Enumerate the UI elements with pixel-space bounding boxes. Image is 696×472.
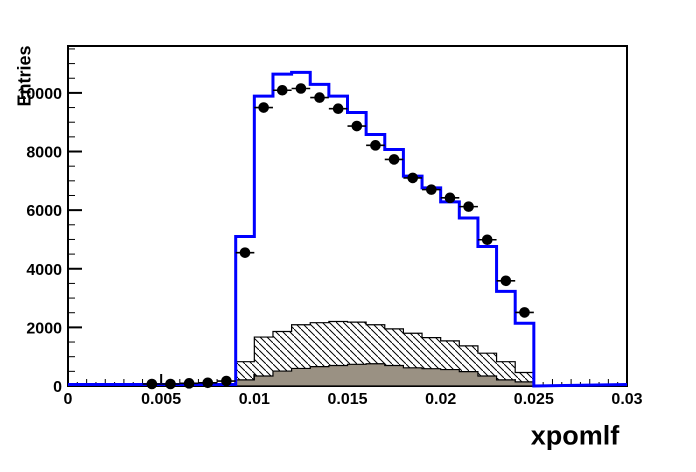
data-point: [221, 375, 232, 387]
data-point: [276, 84, 288, 96]
y-tick-label: 2000: [26, 320, 62, 337]
data-point: [295, 83, 307, 94]
x-axis-title: xpomlf: [530, 420, 620, 451]
data-point: [146, 378, 158, 390]
y-tick-label: 6000: [26, 203, 62, 220]
data-point: [258, 102, 269, 113]
x-tick-label: 0.02: [425, 391, 456, 408]
data-point: [519, 307, 530, 318]
data-point: [388, 154, 400, 165]
gray-histogram: [235, 363, 535, 387]
data-point: [481, 234, 493, 246]
data-point: [239, 247, 251, 258]
y-tick-label: 10000: [18, 86, 63, 103]
data-point: [370, 140, 381, 151]
data-point: [332, 103, 344, 115]
data-point: [500, 275, 512, 287]
y-tick-label: 0: [53, 379, 62, 396]
data-point: [426, 184, 437, 195]
data-point: [202, 377, 214, 389]
x-tick-label: 0.015: [327, 391, 367, 408]
x-tick-label: 0: [64, 391, 73, 408]
y-axis-title: Entries: [14, 45, 35, 107]
blue-step-histogram: [68, 70, 628, 388]
x-tick-label: 0.005: [141, 391, 181, 408]
data-point: [463, 201, 474, 212]
y-tick-label: 8000: [26, 145, 62, 162]
data-point: [183, 378, 195, 389]
x-tick-label: 0.03: [611, 391, 642, 408]
x-tick-label: 0.01: [239, 391, 270, 408]
data-point: [165, 378, 176, 390]
data-point: [444, 192, 456, 204]
x-tick-label: 0.025: [514, 391, 554, 408]
data-point: [407, 172, 419, 184]
data-point: [314, 92, 325, 103]
data-point: [351, 120, 363, 132]
y-tick-label: 4000: [26, 262, 62, 279]
